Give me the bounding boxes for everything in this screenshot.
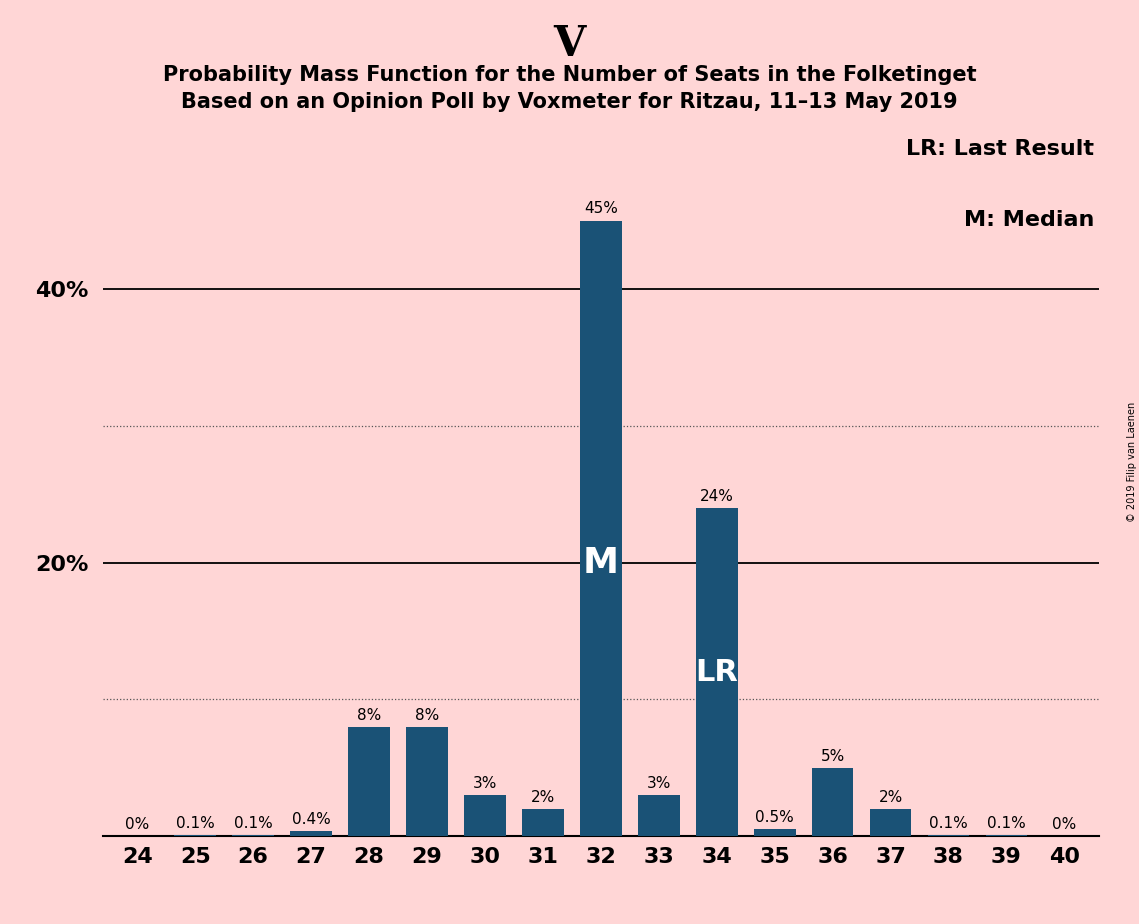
Bar (927, 835, 969, 836)
Bar (464, 796, 506, 836)
Bar (812, 768, 853, 836)
Text: 0%: 0% (1052, 817, 1076, 833)
Bar (580, 221, 622, 836)
Text: 2%: 2% (531, 790, 555, 805)
Text: Based on an Opinion Poll by Voxmeter for Ritzau, 11–13 May 2019: Based on an Opinion Poll by Voxmeter for… (181, 92, 958, 113)
Bar (754, 830, 795, 836)
Bar (290, 831, 331, 836)
Text: M: M (583, 545, 618, 579)
Text: Probability Mass Function for the Number of Seats in the Folketinget: Probability Mass Function for the Number… (163, 65, 976, 85)
Text: 8%: 8% (415, 708, 440, 723)
Text: © 2019 Filip van Laenen: © 2019 Filip van Laenen (1126, 402, 1137, 522)
Text: 0.1%: 0.1% (233, 816, 272, 831)
Bar (349, 727, 390, 836)
Text: 2%: 2% (878, 790, 903, 805)
Text: 8%: 8% (357, 708, 382, 723)
Bar (870, 808, 911, 836)
Text: 0.1%: 0.1% (175, 816, 214, 831)
Text: 0.5%: 0.5% (755, 810, 794, 825)
Text: M: Median: M: Median (964, 210, 1095, 230)
Bar (522, 808, 564, 836)
Bar (232, 835, 274, 836)
Text: 24%: 24% (699, 489, 734, 504)
Text: 0.4%: 0.4% (292, 811, 330, 827)
Bar (696, 508, 738, 836)
Bar (407, 727, 448, 836)
Text: 5%: 5% (820, 748, 845, 764)
Bar (638, 796, 680, 836)
Text: 3%: 3% (473, 776, 497, 791)
Text: 3%: 3% (647, 776, 671, 791)
Text: V: V (554, 23, 585, 65)
Text: LR: Last Result: LR: Last Result (907, 139, 1095, 159)
Text: 0%: 0% (125, 817, 149, 833)
Text: 0.1%: 0.1% (988, 816, 1026, 831)
Text: LR: LR (695, 658, 738, 687)
Bar (985, 835, 1027, 836)
Text: 45%: 45% (584, 201, 617, 216)
Bar (174, 835, 216, 836)
Text: 0.1%: 0.1% (929, 816, 968, 831)
